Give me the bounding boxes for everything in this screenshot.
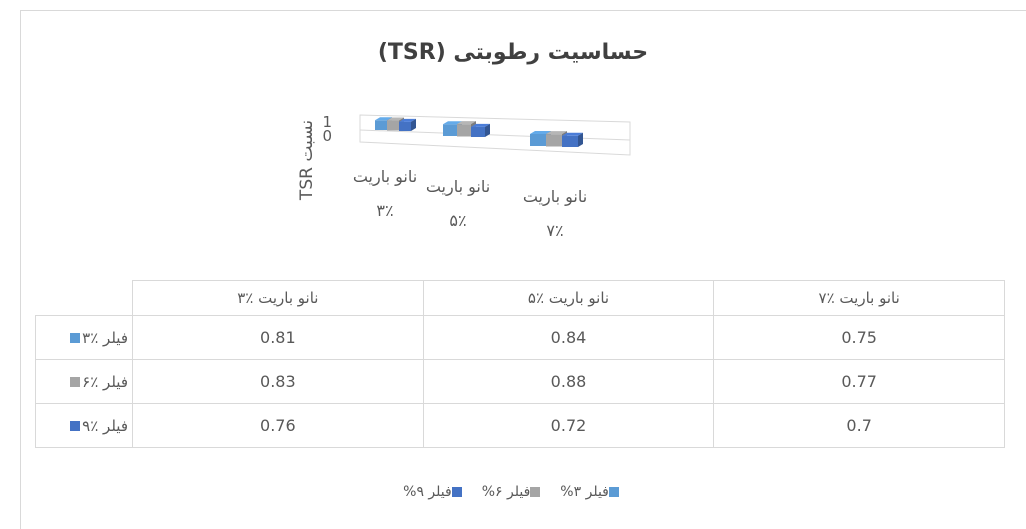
- table-row: فیلر ٪۶ 0.83 0.88 0.77: [35, 359, 1005, 404]
- table-value: 0.7: [713, 403, 1005, 448]
- bar: [399, 118, 416, 131]
- table-row-label: فیلر ٪۳: [35, 315, 133, 360]
- data-table: نانو باریت ٪۳ نانو باریت ٪۵ نانو باریت ٪۷ ف…: [35, 280, 1005, 448]
- bar-top: [399, 118, 416, 122]
- bar-side: [485, 123, 490, 137]
- legend-swatch: [451, 487, 462, 497]
- table-value: 0.75: [713, 315, 1005, 360]
- series-name: فیلر ٪۳: [82, 328, 128, 347]
- legend-swatch: [70, 333, 81, 343]
- category-label: نانو باریت ٪۷: [522, 187, 588, 240]
- legend-item: فیلر ۶%: [482, 484, 545, 500]
- table-row-label: فیلر ٪۶: [35, 359, 133, 404]
- table-header-row: نانو باریت ٪۳ نانو باریت ٪۵ نانو باریت ٪۷: [35, 280, 1005, 316]
- floor-edge: [359, 129, 631, 141]
- table-value: 0.83: [132, 359, 424, 404]
- table-value: 0.84: [422, 315, 715, 360]
- chart-frame: [20, 10, 1026, 529]
- legend-swatch: [70, 421, 81, 431]
- table-value: 0.72: [422, 403, 715, 448]
- bar-top: [471, 123, 490, 127]
- bar-top: [457, 121, 476, 125]
- bar-top: [562, 132, 583, 136]
- bar-front: [530, 134, 546, 146]
- bar-front: [457, 124, 471, 137]
- table-value: 0.76: [132, 403, 424, 448]
- bar-top: [443, 121, 462, 125]
- legend-swatch: [70, 377, 81, 387]
- category-label: نانو باریت ٪۵: [425, 177, 491, 230]
- bar-front: [443, 124, 457, 136]
- bar-top: [387, 117, 404, 121]
- legend-item: فیلر ۹%: [403, 484, 466, 500]
- plot: 01: [322, 113, 631, 156]
- bar-front: [399, 121, 411, 131]
- bar-front: [471, 126, 485, 137]
- series-name: فیلر ٪۶: [82, 372, 128, 391]
- bar-side: [411, 118, 416, 131]
- legend-label: فیلر ۹%: [403, 484, 452, 500]
- bar: [562, 132, 583, 147]
- legend-item: فیلر ۳%: [560, 484, 623, 500]
- bar-front: [375, 120, 387, 130]
- table-value: 0.81: [132, 315, 424, 360]
- y-tick-label: 0: [322, 127, 332, 145]
- table-row: فیلر ٪۳ 0.81 0.84 0.75: [35, 315, 1005, 360]
- table-header: نانو باریت ٪۳: [132, 280, 424, 316]
- legend: فیلر ۳% فیلر ۶% فیلر ۹%: [0, 484, 1026, 500]
- bar: [471, 123, 490, 137]
- table-row: فیلر ٪۹ 0.76 0.72 0.7: [35, 403, 1005, 448]
- bar-front: [562, 135, 578, 147]
- legend-swatch: [530, 487, 541, 497]
- bar-top: [530, 131, 551, 134]
- series-name: فیلر ٪۹: [82, 416, 128, 435]
- table-corner: [35, 280, 133, 316]
- category-label: نانو باریت ٪۳: [352, 167, 418, 220]
- bar-top: [375, 117, 392, 121]
- table-value: 0.88: [422, 359, 715, 404]
- table-value: 0.77: [713, 359, 1005, 404]
- bar-top: [546, 131, 567, 135]
- bar-front: [546, 134, 562, 147]
- table-row-label: فیلر ٪۹: [35, 403, 133, 448]
- legend-swatch: [608, 487, 619, 497]
- table-header: نانو باریت ٪۷: [713, 280, 1005, 316]
- legend-label: فیلر ۳%: [560, 484, 609, 500]
- legend-label: فیلر ۶%: [481, 484, 531, 500]
- chart-title: حساسیت رطوبتی (TSR): [377, 40, 649, 65]
- bar-side: [578, 132, 583, 147]
- y-tick-label: 1: [322, 113, 332, 131]
- table-header: نانو باریت ٪۵: [422, 280, 715, 316]
- bar-front: [387, 120, 399, 131]
- floor: [359, 114, 631, 156]
